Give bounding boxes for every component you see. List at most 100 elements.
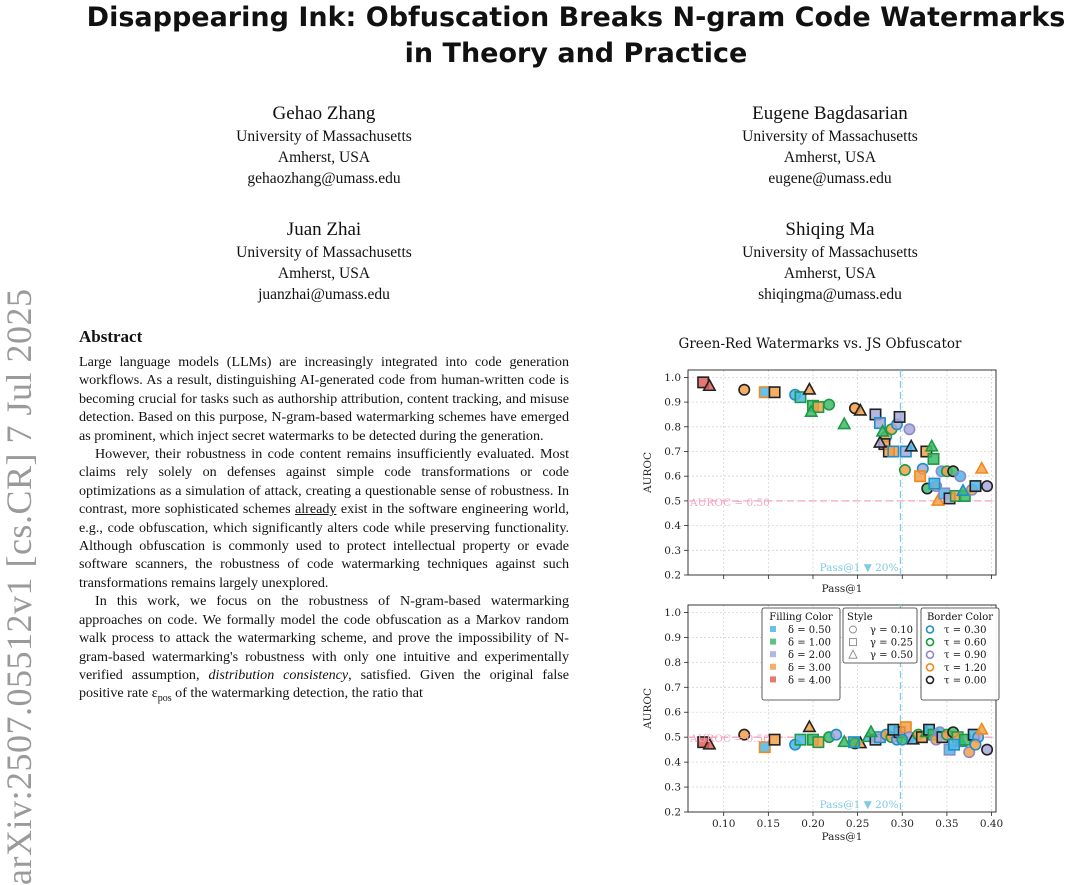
legend-border-swatch <box>925 675 935 685</box>
y-tick-label: 0.7 <box>664 682 681 694</box>
threshold-label: Pass@1 ▼ 20% <box>820 799 899 811</box>
legend-item: τ = 0.00 <box>944 675 987 686</box>
legend-fill-swatch <box>770 676 776 683</box>
y-tick-label: 0.2 <box>664 807 681 819</box>
legend-box <box>761 607 841 701</box>
legend-item: τ = 1.20 <box>944 663 987 674</box>
author-block-4: Shiqing Ma University of Massachusetts A… <box>650 218 1010 305</box>
arxiv-identifier: arXiv:2507.05512v1 [cs.CR] 7 Jul 2025 <box>0 288 39 885</box>
chart-panel-bottom: 0.2 0.3 0.4 0.5 0.6 0.7 0.8 0.9 1.0 0.10 0.15 0.20 0… <box>642 604 1003 843</box>
y-tick-label: 0.6 <box>664 471 681 483</box>
legend-item: τ = 0.30 <box>944 625 987 636</box>
figure: Green-Red Watermarks vs. JS Obfuscator 0… <box>620 330 1092 870</box>
chart-legend: Filling Color δ = 0.50 δ = 1.00δ = 2.00 δ =… <box>761 607 1000 701</box>
author-name: Gehao Zhang <box>272 103 376 124</box>
legend-item: τ = 0.60 <box>944 638 987 649</box>
x-tick-label: 0.15 <box>757 818 780 830</box>
data-point-square <box>914 470 927 483</box>
data-point-triangle <box>904 438 919 452</box>
y-tick-label: 0.4 <box>664 757 681 769</box>
data-point-circle <box>738 383 751 396</box>
author-location: Amherst, USA <box>277 265 371 282</box>
data-point-square <box>794 733 807 746</box>
author-affiliation: University of Massachusetts <box>742 128 918 145</box>
abstract-text: of the watermarking detection, the ratio… <box>171 685 423 702</box>
arxiv-stamp: arXiv:2507.05512v1 [cs.CR] 7 Jul 2025 <box>0 289 40 885</box>
x-tick-label: 0.25 <box>846 818 869 830</box>
data-point-circle <box>903 423 916 436</box>
legend-circle-marker <box>849 625 857 634</box>
data-point-circle <box>954 470 967 483</box>
data-point-square <box>969 480 982 493</box>
abstract-text: In this work, we focus on the robustness… <box>79 593 569 683</box>
y-axis-label: AUROC <box>642 688 654 730</box>
author-block-1: Gehao Zhang University of Massachusetts … <box>144 102 504 189</box>
baseline-label: AUROC = 0.50 <box>689 733 770 745</box>
author-affiliation: University of Massachusetts <box>236 128 412 145</box>
x-tick-label: 0.20 <box>801 818 824 830</box>
abstract-paragraph-1: Large language models (LLMs) are increas… <box>79 354 569 444</box>
y-tick-label: 0.8 <box>664 421 681 433</box>
abstract-text: exist in the software engineering world,… <box>79 501 569 591</box>
author-name: Juan Zhai <box>286 219 362 240</box>
data-point-triangle <box>863 724 879 738</box>
data-point-triangle <box>802 381 817 395</box>
plot-frame <box>687 604 997 813</box>
abstract-heading: Abstract <box>79 327 143 346</box>
author-email: juanzhai@umass.edu <box>258 286 390 303</box>
data-point-square <box>899 721 912 734</box>
legend-item: δ = 4.00 <box>788 675 831 686</box>
data-point-square <box>758 386 771 399</box>
legend-square-marker <box>849 638 857 647</box>
data-point-circle <box>738 728 751 741</box>
data-point-triangle <box>702 736 717 750</box>
y-tick-label: 0.9 <box>664 632 681 644</box>
legend-item: τ = 0.90 <box>944 650 987 661</box>
data-point-triangle <box>875 423 890 437</box>
data-point-square <box>768 733 781 746</box>
legend-title: Filling Color <box>769 612 833 623</box>
data-point-circle <box>896 733 909 746</box>
x-axis-label: Pass@1 <box>822 583 863 595</box>
underlined-word: already <box>294 501 337 518</box>
data-point-circle <box>823 398 836 411</box>
data-point-triangle <box>955 483 971 497</box>
figure-svg: Green-Red Watermarks vs. JS Obfuscator 0… <box>642 336 1003 843</box>
data-point-square <box>812 401 825 414</box>
italic-term: distribution consistency <box>208 666 349 683</box>
y-tick-label: 0.8 <box>664 657 681 669</box>
data-point-triangle <box>974 460 989 474</box>
data-point-triangle <box>924 438 939 452</box>
legend-item: δ = 0.50 <box>788 625 831 636</box>
data-point-circle <box>830 728 843 741</box>
data-point-circle <box>963 746 976 759</box>
author-block-2: Eugene Bagdasarian University of Massach… <box>650 102 1010 189</box>
y-tick-label: 0.2 <box>664 570 681 582</box>
author-name: Eugene Bagdasarian <box>752 103 908 124</box>
subscript: pos <box>157 693 172 705</box>
data-point-circle <box>898 464 911 477</box>
y-tick-label: 0.5 <box>664 732 681 744</box>
y-tick-label: 0.3 <box>664 545 681 557</box>
legend-item: γ = 0.10 <box>870 625 913 636</box>
y-axis-label: AUROC <box>642 452 654 494</box>
author-name: Shiqing Ma <box>785 219 875 240</box>
author-affiliation: University of Massachusetts <box>236 244 412 261</box>
legend-item: γ = 0.25 <box>870 638 913 649</box>
y-tick-label: 0.6 <box>664 707 681 719</box>
data-point-triangle <box>837 734 852 748</box>
y-tick-label: 0.3 <box>664 782 681 794</box>
data-point-square <box>794 391 807 404</box>
legend-item: δ = 1.00 <box>788 638 831 649</box>
data-point-square <box>887 723 900 736</box>
legend-item: δ = 2.00 <box>788 650 831 661</box>
x-tick-label: 0.35 <box>935 818 958 830</box>
data-point-square <box>887 445 900 458</box>
data-point-square <box>873 417 886 430</box>
data-point-triangle <box>853 402 868 416</box>
plot-frame <box>687 369 997 576</box>
author-location: Amherst, USA <box>783 149 877 166</box>
data-point-square <box>758 741 771 754</box>
data-point-triangle <box>837 416 852 430</box>
chart-panel-top: 0.2 0.3 0.4 0.5 0.6 0.7 0.8 0.9 1.0 AUROC Pass@1 AU… <box>642 369 997 595</box>
